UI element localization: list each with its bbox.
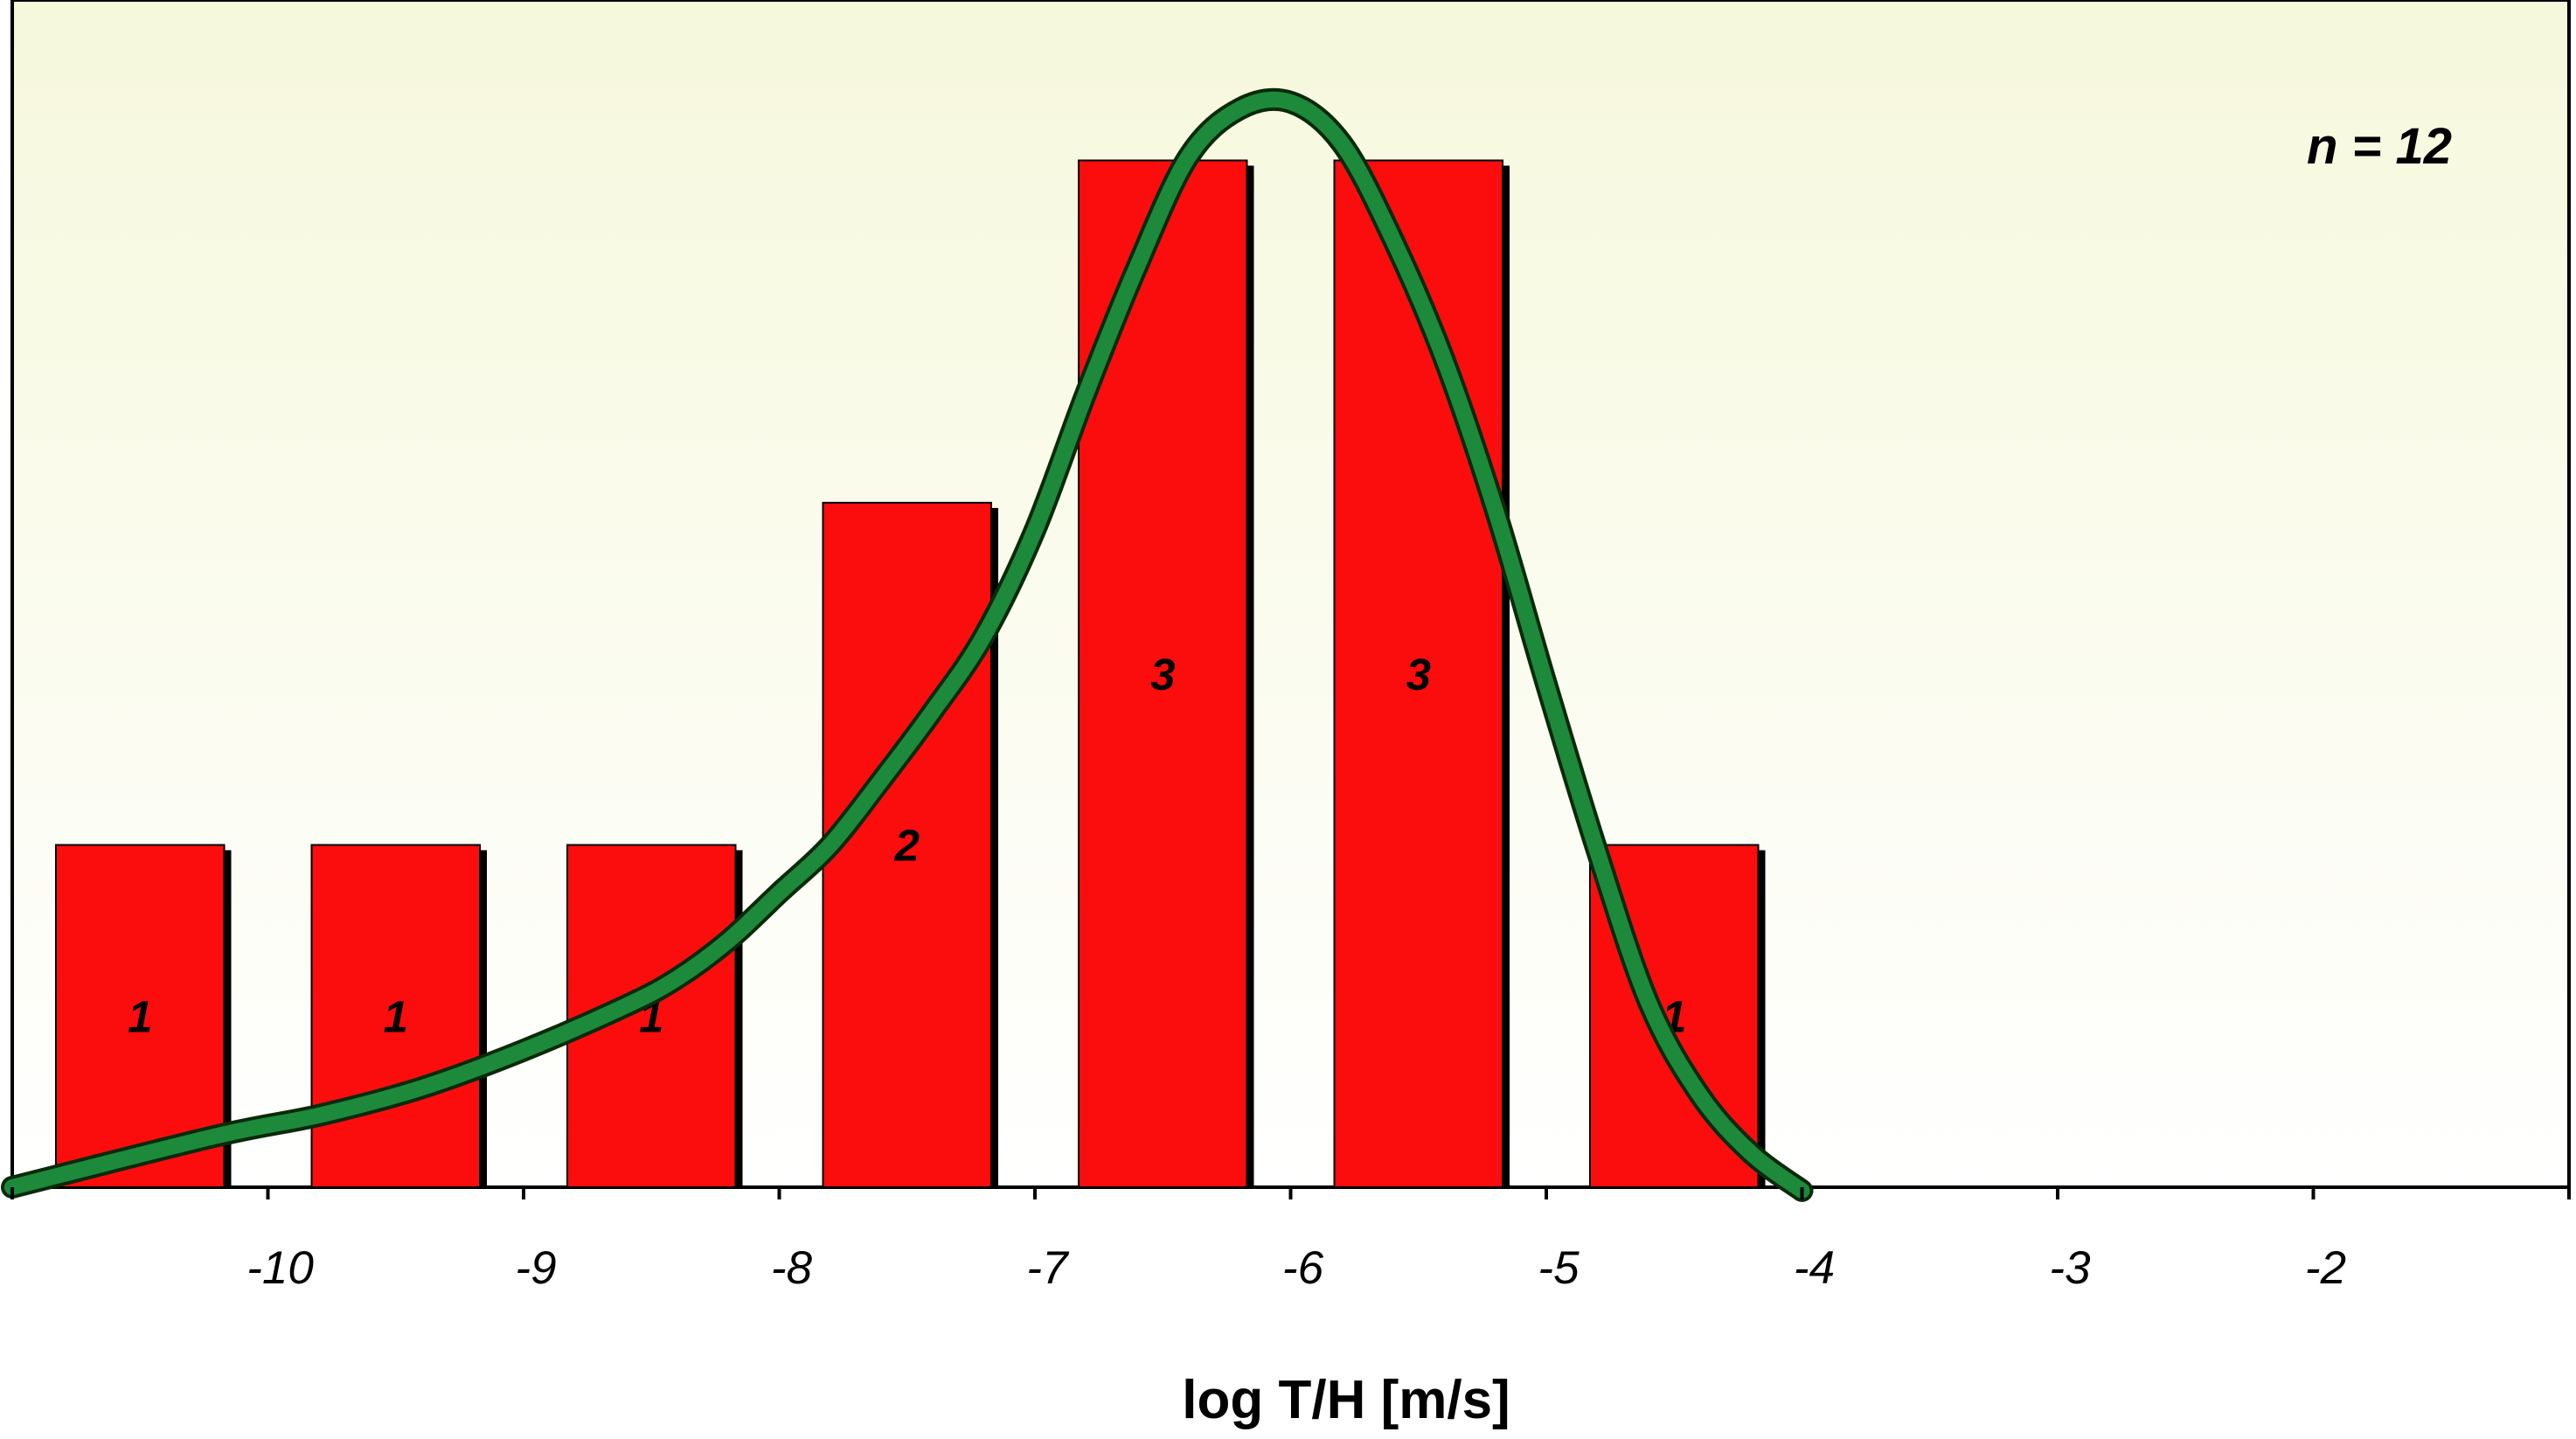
bar-value-label: 3 <box>1150 650 1175 699</box>
x-axis-ticks <box>10 1187 2571 1199</box>
bar-value-label: 1 <box>128 991 152 1041</box>
x-axis-title: log T/H [m/s] <box>1182 1370 1510 1430</box>
bar-value-label: 2 <box>894 821 920 871</box>
x-tick-label: -9 <box>515 1242 556 1294</box>
x-tick-label: -10 <box>246 1242 314 1294</box>
bar-4 <box>822 502 992 1188</box>
x-tick-label: -5 <box>1538 1242 1580 1294</box>
x-tick-label: -8 <box>771 1242 813 1294</box>
bar-value-label: 1 <box>384 991 408 1041</box>
x-tick-label: -6 <box>1282 1242 1324 1294</box>
x-tick-label: -3 <box>2049 1242 2091 1294</box>
bar-value-label: 3 <box>1406 650 1431 699</box>
bar-label-group: 1 1 123 31 <box>128 650 1686 1042</box>
bar-group <box>55 159 1766 1188</box>
x-tick-label: -7 <box>1026 1242 1070 1294</box>
bar-2 <box>310 844 481 1188</box>
x-axis-tick-labels: -10 -9 -8 -7 -6 -5 -4 -3 -2 <box>246 1242 2346 1294</box>
distribution-curve <box>4 91 1810 1199</box>
sample-size-annotation: n = 12 <box>2307 118 2452 175</box>
bar-6 <box>1333 159 1503 1188</box>
distribution-curve-group <box>1 87 1814 1202</box>
x-tick-label: -4 <box>1794 1242 1835 1294</box>
x-tick-label: -2 <box>2305 1242 2346 1294</box>
